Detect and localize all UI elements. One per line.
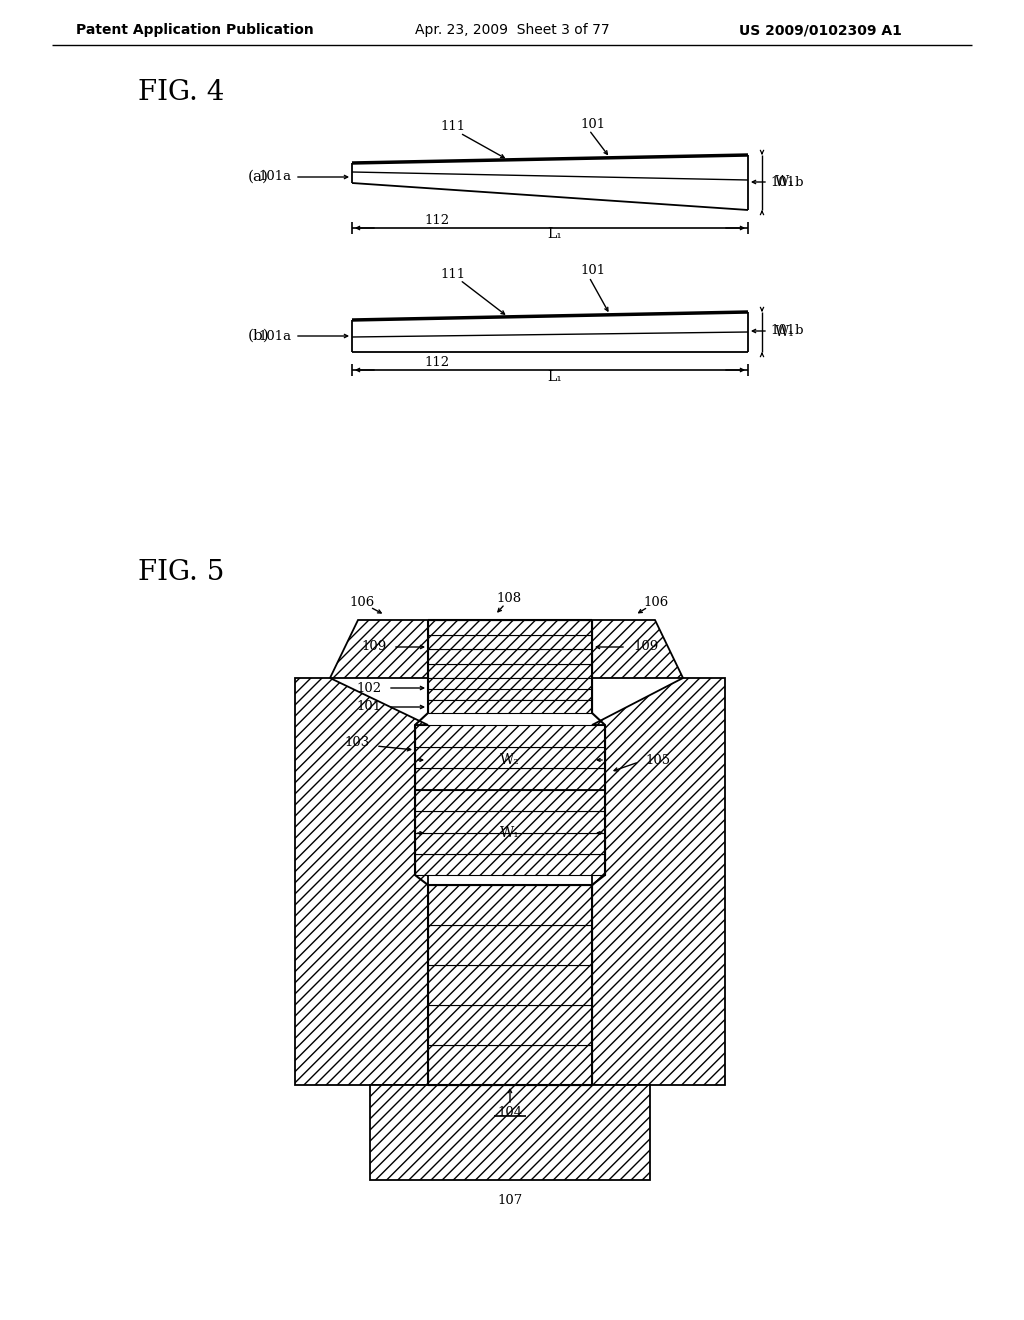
- Text: (b): (b): [248, 329, 269, 343]
- Polygon shape: [415, 812, 605, 833]
- Text: 105: 105: [645, 754, 670, 767]
- Polygon shape: [415, 747, 605, 768]
- Text: 102: 102: [357, 681, 382, 694]
- Text: (a): (a): [248, 170, 269, 183]
- Polygon shape: [592, 620, 683, 678]
- Text: 101: 101: [357, 701, 382, 714]
- Text: 101a: 101a: [259, 170, 292, 183]
- Text: 101b: 101b: [770, 176, 804, 189]
- Polygon shape: [428, 700, 592, 713]
- Polygon shape: [415, 854, 605, 875]
- Polygon shape: [428, 1005, 592, 1045]
- Polygon shape: [370, 1085, 650, 1180]
- Text: 107: 107: [498, 1193, 522, 1206]
- Text: W₁: W₁: [500, 826, 520, 840]
- Text: 108: 108: [497, 591, 521, 605]
- Polygon shape: [295, 678, 428, 1085]
- Text: US 2009/0102309 A1: US 2009/0102309 A1: [738, 22, 901, 37]
- Text: W₂: W₂: [500, 752, 520, 767]
- Text: Apr. 23, 2009  Sheet 3 of 77: Apr. 23, 2009 Sheet 3 of 77: [415, 22, 609, 37]
- Polygon shape: [428, 649, 592, 664]
- Polygon shape: [330, 620, 428, 678]
- Text: 106: 106: [643, 595, 669, 609]
- Text: L₁: L₁: [548, 227, 562, 242]
- Text: 109: 109: [633, 640, 658, 653]
- Polygon shape: [428, 635, 592, 649]
- Text: Patent Application Publication: Patent Application Publication: [76, 22, 314, 37]
- Text: 111: 111: [440, 120, 466, 133]
- Polygon shape: [428, 678, 592, 700]
- Text: 112: 112: [424, 355, 450, 368]
- Text: 111: 111: [440, 268, 466, 281]
- Text: 101b: 101b: [770, 325, 804, 338]
- Text: W₁: W₁: [775, 325, 795, 339]
- Polygon shape: [415, 768, 605, 789]
- Text: 109: 109: [361, 640, 387, 653]
- Text: 104: 104: [498, 1106, 522, 1118]
- Polygon shape: [428, 965, 592, 1005]
- Polygon shape: [428, 884, 592, 925]
- Polygon shape: [428, 1045, 592, 1085]
- Polygon shape: [415, 789, 605, 812]
- Text: 112: 112: [424, 214, 450, 227]
- Text: W₁: W₁: [775, 176, 795, 190]
- Polygon shape: [415, 725, 605, 747]
- Polygon shape: [592, 678, 725, 1085]
- Text: FIG. 5: FIG. 5: [138, 558, 224, 586]
- Text: 106: 106: [349, 595, 375, 609]
- Text: 101a: 101a: [259, 330, 292, 342]
- Polygon shape: [428, 620, 592, 635]
- Text: 103: 103: [345, 735, 370, 748]
- Polygon shape: [428, 664, 592, 678]
- Text: L₁: L₁: [548, 370, 562, 384]
- Text: 101: 101: [580, 117, 605, 131]
- Text: FIG. 4: FIG. 4: [138, 78, 224, 106]
- Text: 101: 101: [580, 264, 605, 277]
- Polygon shape: [415, 833, 605, 854]
- Polygon shape: [428, 925, 592, 965]
